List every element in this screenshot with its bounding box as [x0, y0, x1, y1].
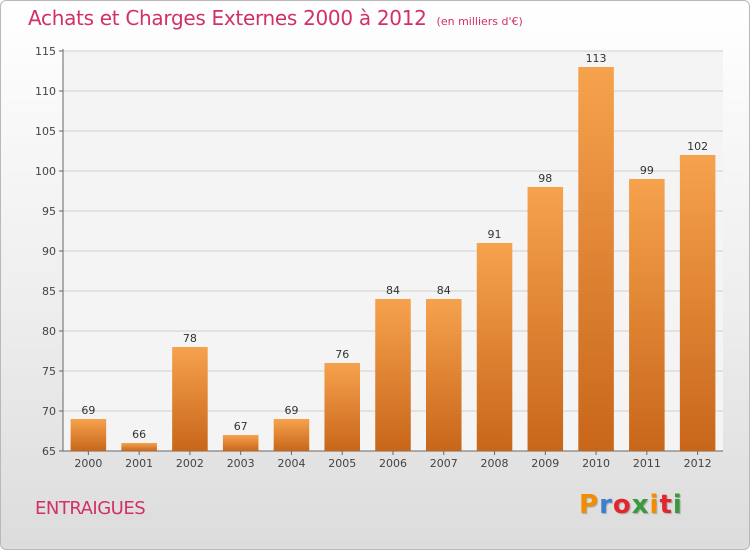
x-tick-label: 2012: [684, 457, 712, 470]
bar: [527, 187, 564, 451]
x-tick-label: 2006: [379, 457, 407, 470]
chart-title: Achats et Charges Externes 2000 à 2012 (e…: [28, 6, 523, 30]
data-label: 66: [132, 428, 146, 441]
data-label: 84: [437, 284, 451, 297]
y-tick-label: 100: [35, 165, 56, 178]
y-tick-label: 115: [35, 45, 56, 58]
x-tick-label: 2010: [582, 457, 610, 470]
data-label: 84: [386, 284, 400, 297]
data-label: 99: [640, 164, 654, 177]
bar: [172, 347, 208, 451]
x-tick-label: 2004: [277, 457, 305, 470]
bar: [222, 435, 259, 451]
y-tick-label: 70: [42, 405, 56, 418]
data-label: 102: [687, 140, 708, 153]
x-tick-label: 2007: [430, 457, 458, 470]
bar: [70, 419, 107, 451]
logo-letter: r: [599, 490, 613, 520]
chart-unit: (en milliers d'€): [436, 15, 523, 28]
y-tick-label: 65: [42, 445, 56, 458]
data-label: 67: [234, 420, 248, 433]
x-tick-label: 2009: [531, 457, 559, 470]
bar: [324, 363, 360, 451]
bar: [121, 443, 157, 451]
y-tick-label: 75: [42, 365, 56, 378]
bar: [679, 155, 716, 451]
data-label: 113: [586, 52, 607, 65]
y-tick-label: 90: [42, 245, 56, 258]
x-tick-label: 2008: [481, 457, 509, 470]
bar: [629, 179, 665, 451]
logo-letter: i: [672, 490, 683, 520]
data-label: 91: [488, 228, 502, 241]
y-tick-label: 110: [35, 85, 56, 98]
chart-title-text: Achats et Charges Externes 2000 à 2012: [28, 6, 427, 30]
bar: [578, 67, 614, 451]
x-tick-label: 2003: [227, 457, 255, 470]
bar: [375, 299, 411, 451]
logo-letter: P: [579, 490, 600, 520]
bar: [273, 419, 310, 451]
proxiti-logo: Proxiti: [579, 490, 683, 520]
y-tick-label: 105: [35, 125, 56, 138]
bar: [476, 243, 513, 451]
bar: [426, 299, 462, 451]
y-tick-label: 95: [42, 205, 56, 218]
data-label: 98: [538, 172, 552, 185]
town-name: ENTRAIGUES: [35, 498, 146, 519]
x-tick-label: 2000: [74, 457, 102, 470]
x-tick-label: 2002: [176, 457, 204, 470]
logo-letter: t: [659, 490, 673, 520]
data-label: 69: [81, 404, 95, 417]
logo-letter: x: [631, 490, 650, 520]
y-tick-label: 80: [42, 325, 56, 338]
data-label: 78: [183, 332, 197, 345]
logo-letter: o: [612, 490, 632, 520]
x-tick-label: 2011: [633, 457, 661, 470]
x-tick-label: 2005: [328, 457, 356, 470]
data-label: 76: [335, 348, 349, 361]
data-label: 69: [284, 404, 298, 417]
logo-letter: i: [649, 490, 660, 520]
y-tick-label: 85: [42, 285, 56, 298]
x-tick-label: 2001: [125, 457, 153, 470]
